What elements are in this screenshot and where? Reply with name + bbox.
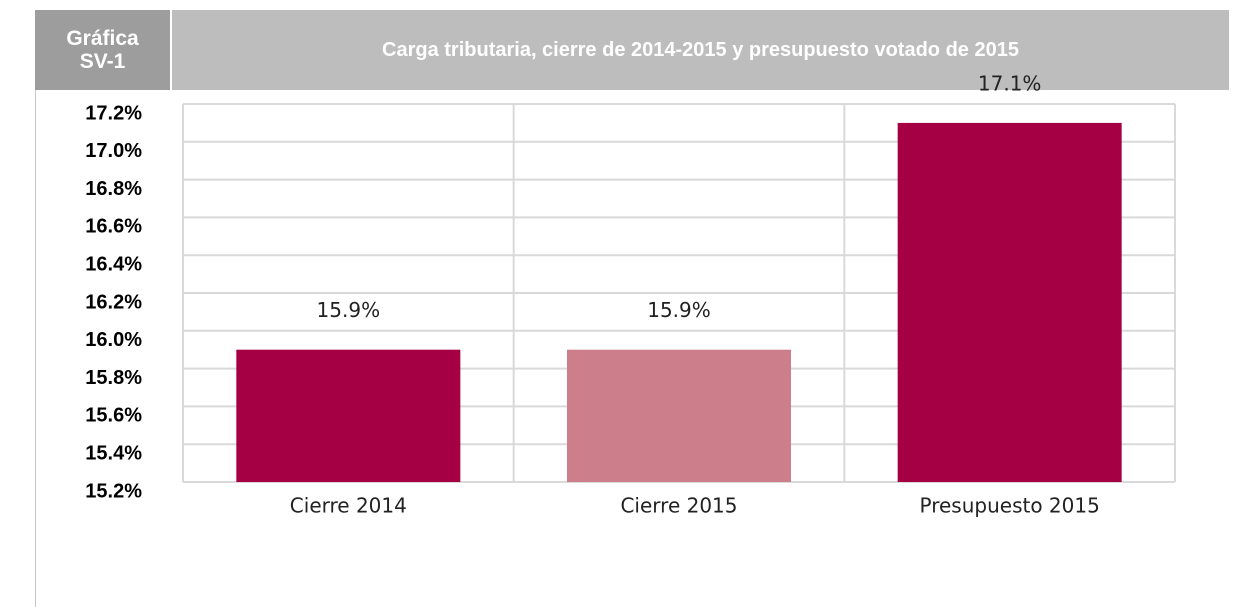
y-tick-label: 15.4% — [85, 442, 142, 464]
y-tick-label: 16.2% — [85, 291, 142, 313]
bar — [236, 349, 461, 482]
header-label: Gráfica SV-1 — [35, 10, 170, 90]
x-tick-label: Cierre 2014 — [290, 494, 407, 518]
y-tick-label: 16.0% — [85, 329, 142, 351]
border — [35, 90, 36, 607]
y-tick-label: 17.2% — [85, 102, 142, 124]
y-tick-label: 15.2% — [85, 480, 142, 502]
x-tick-label: Cierre 2015 — [620, 494, 737, 518]
bar — [897, 122, 1122, 483]
chart-title: Carga tributaria, cierre de 2014-2015 y … — [172, 10, 1229, 90]
data-label: 17.1% — [978, 71, 1042, 95]
y-tick-label: 15.8% — [85, 367, 142, 389]
data-label: 15.9% — [647, 298, 711, 322]
data-label: 15.9% — [317, 298, 381, 322]
x-tick-label: Presupuesto 2015 — [920, 494, 1100, 518]
bar — [567, 349, 791, 482]
y-tick-label: 16.4% — [85, 253, 142, 275]
y-tick-label: 16.6% — [85, 216, 142, 238]
y-tick-label: 17.0% — [85, 140, 142, 162]
y-tick-label: 15.6% — [85, 405, 142, 427]
y-tick-label: 16.8% — [85, 178, 142, 200]
